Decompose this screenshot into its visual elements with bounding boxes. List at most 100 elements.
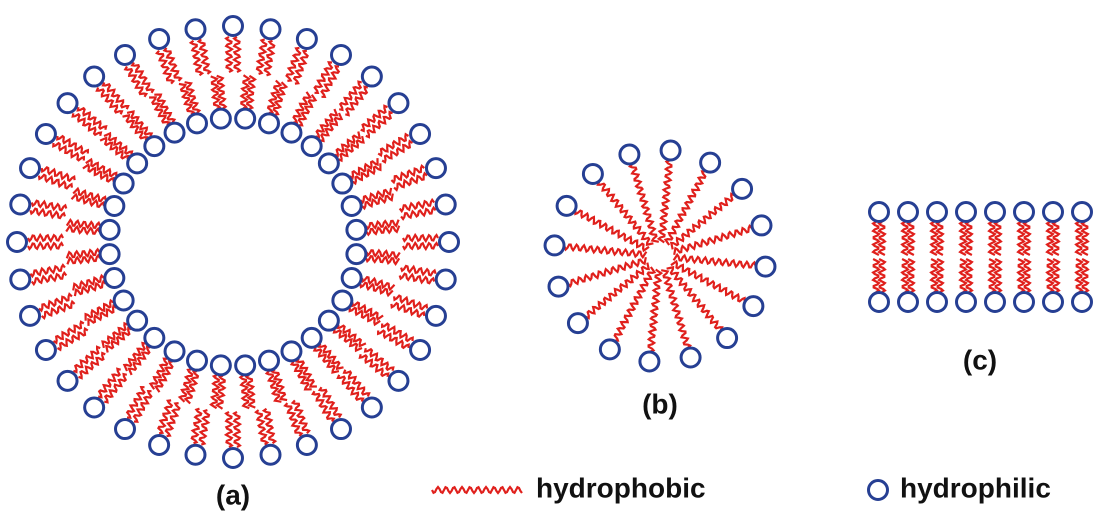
tail [902, 259, 908, 292]
tail [937, 222, 943, 255]
head [188, 351, 207, 370]
tail [661, 270, 690, 348]
tail [1053, 259, 1059, 292]
head [145, 328, 164, 347]
head [440, 233, 459, 252]
head [583, 164, 602, 183]
head [150, 435, 169, 454]
tail [908, 259, 914, 292]
tail [659, 161, 672, 243]
tail [264, 409, 275, 444]
tail [1047, 222, 1053, 255]
head [261, 445, 280, 464]
head [333, 174, 352, 193]
head [718, 329, 737, 348]
tail [931, 259, 937, 292]
head [58, 94, 77, 113]
head [100, 245, 119, 264]
tail [674, 255, 756, 268]
head [640, 352, 659, 371]
tail [995, 222, 1001, 255]
tail [32, 273, 67, 284]
head [1044, 203, 1063, 222]
tail [1053, 222, 1059, 255]
head [333, 291, 352, 310]
head [186, 445, 205, 464]
tail [649, 270, 662, 352]
tail [234, 37, 240, 72]
tail [1018, 259, 1024, 292]
head [259, 351, 278, 370]
tail [989, 259, 995, 292]
tail [995, 259, 1001, 292]
tail [247, 76, 255, 109]
tail [908, 222, 914, 255]
head [116, 45, 135, 64]
head [297, 30, 316, 49]
panel-label: (a) [216, 479, 250, 510]
head [870, 293, 889, 312]
tail [365, 348, 393, 371]
tail [293, 400, 309, 433]
tail [966, 259, 972, 292]
head [114, 174, 133, 193]
head [21, 306, 40, 325]
tail [39, 294, 72, 311]
tail [104, 374, 127, 402]
tail [400, 200, 435, 211]
head [11, 195, 30, 214]
head [661, 141, 680, 160]
tail [937, 259, 943, 292]
head [701, 153, 720, 172]
tail [391, 166, 424, 182]
head [36, 125, 55, 144]
tail [1024, 222, 1030, 255]
head [557, 196, 576, 215]
tail [1047, 259, 1053, 292]
tail [1076, 222, 1082, 255]
head [116, 420, 135, 439]
head [1015, 293, 1034, 312]
tail [211, 375, 219, 408]
head [261, 20, 280, 39]
head [165, 342, 184, 361]
tail [1076, 259, 1082, 292]
head [426, 306, 445, 325]
head [928, 293, 947, 312]
tail [285, 403, 302, 436]
head [389, 371, 408, 390]
tail [67, 220, 100, 228]
head [302, 328, 321, 347]
tail [1082, 259, 1088, 292]
head [545, 236, 564, 255]
head [128, 311, 147, 330]
head [986, 293, 1005, 312]
head [342, 268, 361, 287]
tail [902, 222, 908, 255]
tail [226, 412, 232, 447]
tail [164, 48, 181, 81]
head [188, 114, 207, 133]
tail [256, 410, 267, 445]
tail [873, 222, 879, 255]
head [186, 20, 205, 39]
head [752, 216, 771, 235]
head [436, 195, 455, 214]
head [282, 342, 301, 361]
head [11, 270, 30, 289]
tail [73, 113, 101, 136]
head [870, 203, 889, 222]
head [85, 67, 104, 86]
tail [30, 265, 65, 276]
head [620, 145, 639, 164]
tail [339, 82, 362, 110]
head [114, 291, 133, 310]
head [744, 297, 763, 316]
tail [403, 243, 438, 249]
head [756, 257, 775, 276]
head [436, 270, 455, 289]
panel-label: (b) [642, 388, 678, 419]
tail [234, 412, 240, 447]
tail [960, 259, 966, 292]
tail [674, 226, 752, 255]
